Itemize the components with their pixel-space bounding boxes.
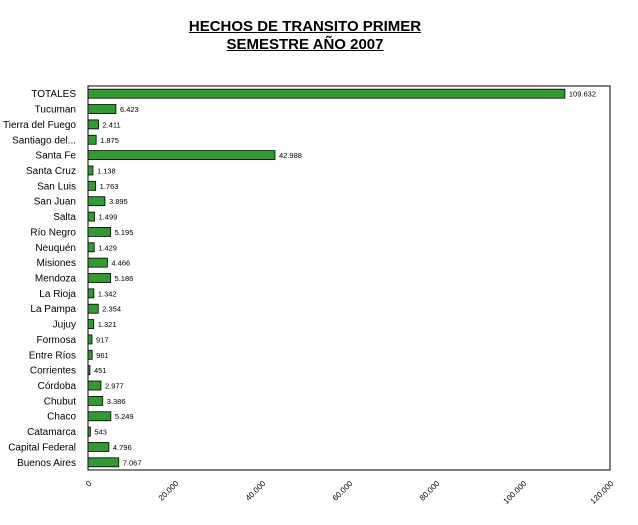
category-label-20: Chubut	[44, 396, 76, 407]
category-label-21: Chaco	[47, 412, 76, 423]
value-label-8: 1.499	[99, 213, 118, 222]
plot-area	[87, 85, 611, 471]
bar-3	[87, 134, 97, 145]
bar-0	[87, 88, 566, 99]
value-label-7: 3.895	[109, 197, 128, 206]
category-label-4: Santa Fe	[35, 151, 76, 162]
category-label-16: Formosa	[37, 335, 77, 346]
value-label-11: 4.466	[111, 259, 130, 268]
category-label-0: TOTALES	[31, 89, 76, 100]
category-label-3: Santiago del...	[12, 135, 76, 146]
category-label-8: Salta	[53, 212, 76, 223]
value-label-14: 2.354	[102, 305, 121, 314]
x-tick-label-1: 20.000	[157, 479, 181, 503]
bar-23	[87, 442, 110, 452]
bar-18	[87, 365, 91, 376]
bar-7	[87, 196, 106, 207]
value-label-23: 4.796	[113, 443, 132, 452]
bar-9	[87, 227, 111, 237]
chart-title-line-2: SEMESTRE AÑO 2007	[226, 36, 384, 53]
category-label-6: San Luis	[37, 181, 76, 192]
value-label-13: 1.342	[98, 289, 117, 298]
x-tick-label-0: 0	[84, 479, 94, 489]
category-label-15: Jujuy	[53, 320, 76, 331]
bar-13	[87, 288, 95, 299]
bar-21	[87, 411, 112, 422]
value-label-12: 5.186	[115, 274, 134, 283]
value-label-9: 5.195	[115, 228, 134, 237]
category-label-23: Capital Federal	[8, 442, 76, 453]
value-label-18: 451	[94, 366, 107, 375]
bar-2	[87, 119, 99, 130]
value-label-17: 961	[96, 351, 109, 360]
value-label-1: 6.423	[120, 105, 139, 114]
value-label-10: 1.429	[98, 243, 117, 252]
category-label-14: La Pampa	[30, 304, 76, 315]
category-label-13: La Rioja	[39, 289, 76, 300]
category-label-22: Catamarca	[27, 427, 76, 438]
category-label-2: Tierra del Fuego	[3, 120, 76, 131]
bar-1	[87, 104, 117, 114]
category-label-9: Río Negro	[30, 227, 76, 238]
bar-15	[87, 319, 95, 329]
value-label-20: 3.386	[107, 397, 126, 406]
category-label-12: Mendoza	[35, 274, 77, 285]
bar-4	[87, 150, 276, 161]
category-label-18: Corrientes	[30, 366, 76, 377]
bar-14	[87, 303, 99, 314]
bars-group	[87, 88, 566, 468]
category-label-19: Córdoba	[38, 381, 77, 392]
value-label-0: 109.632	[569, 90, 596, 99]
bar-5	[87, 165, 94, 176]
category-label-10: Neuquén	[35, 243, 76, 254]
value-label-4: 42.988	[279, 151, 302, 160]
value-label-24: 7.067	[123, 458, 142, 467]
category-label-11: Misiones	[37, 258, 76, 269]
value-label-22: 543	[94, 428, 107, 437]
value-label-3: 1.875	[100, 136, 119, 145]
bar-22	[87, 426, 91, 437]
value-label-15: 1.321	[98, 320, 117, 329]
x-tick-label-5: 100.000	[502, 479, 529, 506]
bar-10	[87, 242, 95, 253]
bar-20	[87, 395, 104, 406]
value-label-19: 2.977	[105, 382, 124, 391]
bar-6	[87, 180, 97, 191]
x-tick-label-3: 60.000	[331, 479, 355, 503]
value-label-2: 2.411	[102, 120, 120, 129]
x-tick-label-2: 40.000	[244, 479, 268, 503]
category-label-24: Buenos Aires	[17, 458, 76, 469]
bar-12	[87, 273, 111, 283]
value-label-21: 5.249	[115, 412, 134, 421]
bar-17	[87, 349, 93, 360]
chart-title: HECHOS DE TRANSITO PRIMER SEMESTRE AÑO 2…	[0, 18, 610, 54]
value-label-16: 917	[96, 335, 109, 344]
category-labels-group: TOTALES Tucuman Tierra del Fuego Santiago d…	[3, 89, 76, 469]
category-label-5: Santa Cruz	[26, 166, 76, 177]
bar-24	[87, 457, 120, 468]
value-label-6: 1.763	[100, 182, 119, 191]
value-label-5: 1.138	[97, 166, 116, 175]
bar-8	[87, 211, 95, 222]
bar-16	[87, 334, 93, 345]
bar-19	[87, 380, 102, 391]
bar-11	[87, 257, 108, 268]
x-tick-label-4: 80.000	[418, 479, 442, 503]
category-label-17: Entre Ríos	[29, 350, 76, 361]
x-tick-labels-group: 0 20.000 40.000 60.000 80.000 100.000 120.000	[84, 479, 616, 506]
chart-title-line-1: HECHOS DE TRANSITO PRIMER	[188, 18, 422, 35]
category-label-1: Tucuman	[35, 105, 76, 116]
x-tick-label-6: 120.000	[589, 479, 616, 506]
category-label-7: San Juan	[34, 197, 76, 208]
